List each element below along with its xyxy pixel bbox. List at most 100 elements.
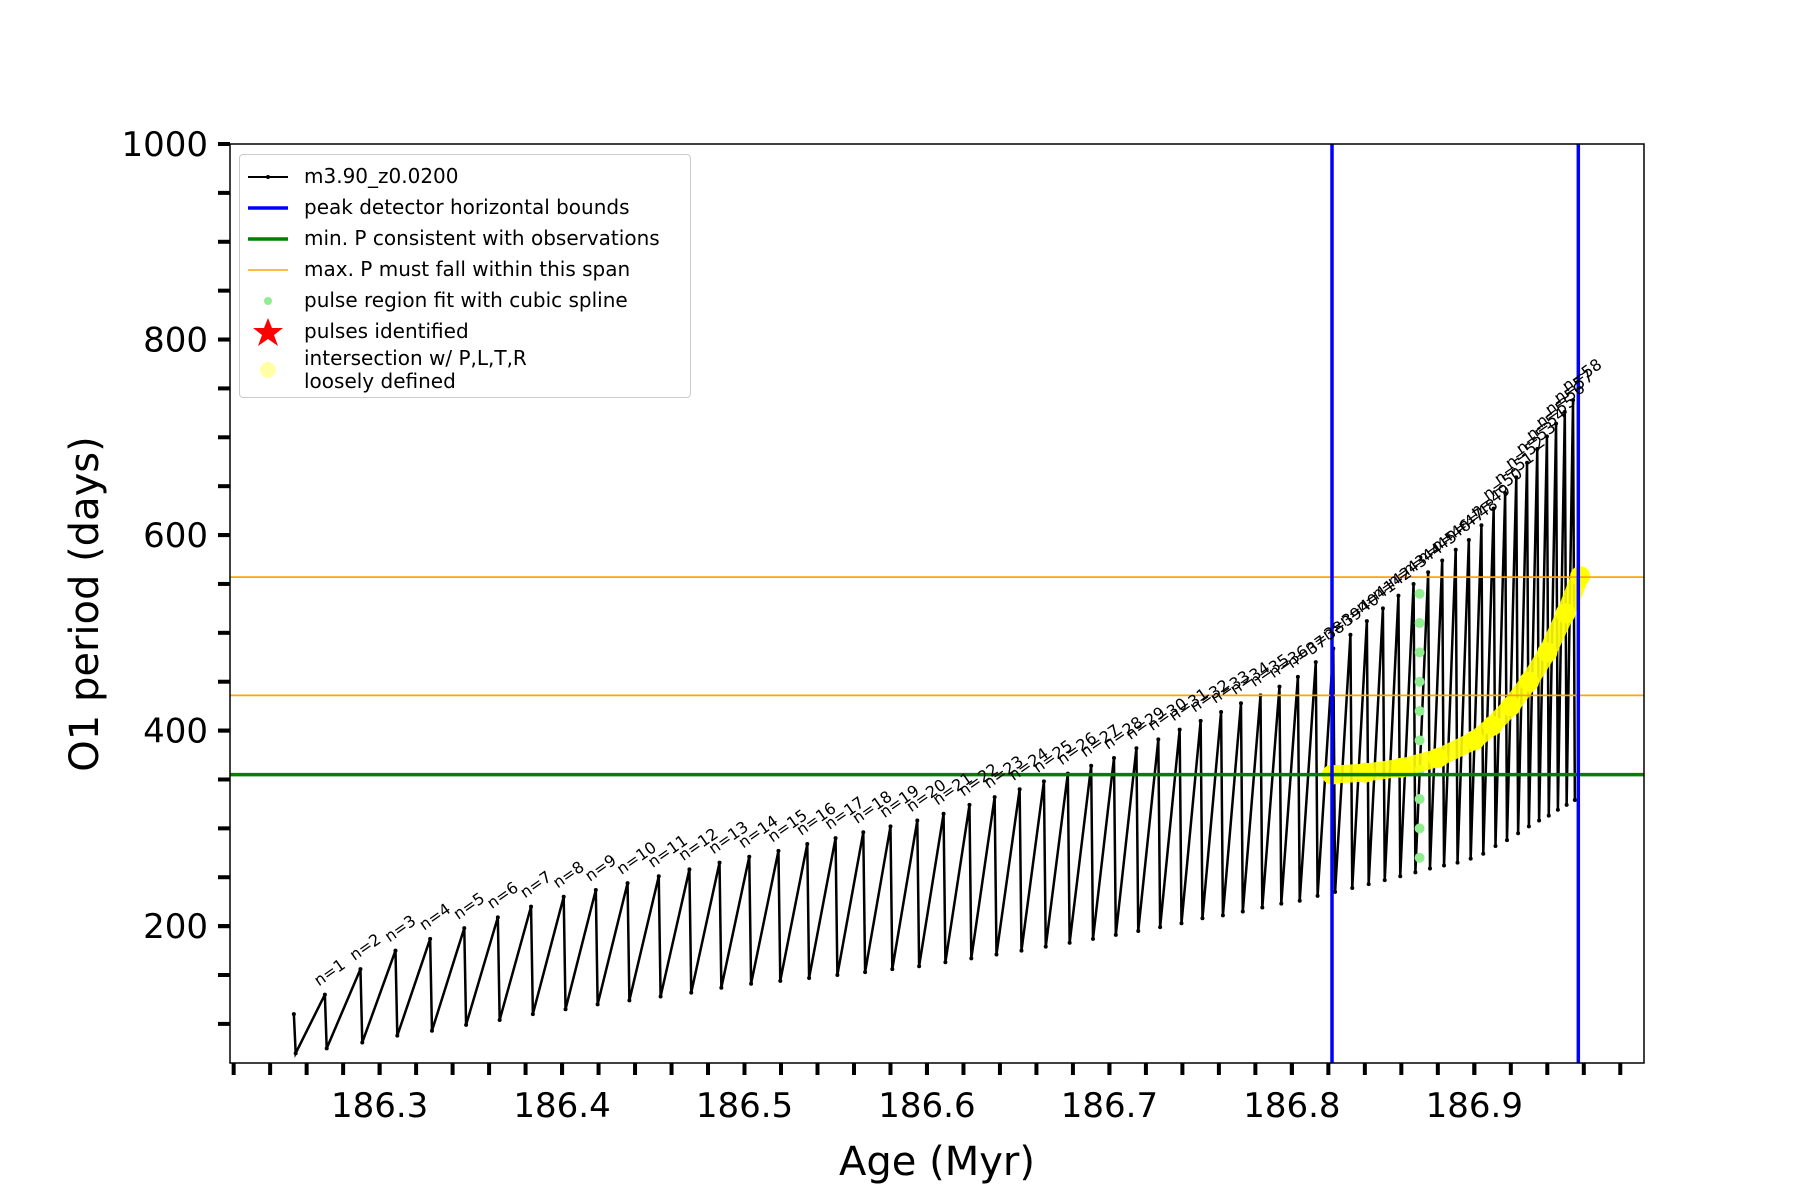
legend-label: max. P must fall within this span: [304, 257, 631, 281]
series-point: [1277, 684, 1282, 689]
series-point: [1200, 916, 1205, 921]
series-point: [1537, 818, 1542, 823]
series-point: [717, 860, 722, 865]
series-point: [1396, 593, 1401, 598]
intersection-point: [1354, 762, 1375, 783]
x-tick-label: 186.4: [513, 1086, 610, 1126]
series-point: [1295, 674, 1300, 679]
series-point: [807, 975, 812, 980]
legend-label: pulses identified: [304, 319, 469, 343]
series-point: [1364, 619, 1369, 624]
series-point: [1503, 491, 1508, 496]
series-point: [1504, 838, 1509, 843]
series-point: [1555, 807, 1560, 812]
series-point: [1177, 727, 1182, 732]
legend-handle: [264, 296, 272, 305]
spline-point: [1414, 735, 1425, 746]
spline-point: [1414, 794, 1425, 805]
legend-label: peak detector horizontal bounds: [304, 195, 630, 219]
spline-point: [1414, 823, 1425, 834]
series-point: [805, 842, 810, 847]
series-point: [1134, 746, 1139, 751]
intersection-point: [1500, 696, 1521, 717]
series-point: [561, 894, 566, 899]
series-point: [395, 1033, 400, 1038]
intersection-point: [1519, 671, 1540, 692]
series-point: [1413, 870, 1418, 875]
pulse-label: n=4: [416, 899, 455, 934]
series-point: [1453, 547, 1458, 552]
series-point: [495, 915, 500, 920]
series-point: [1297, 898, 1302, 903]
y-tick-label: 800: [143, 321, 208, 361]
series-point: [1111, 755, 1116, 760]
pulse-label: n=1: [310, 955, 349, 990]
series-point: [1426, 570, 1431, 575]
pulse-label: n=2: [346, 930, 385, 965]
series-point: [530, 1012, 535, 1017]
series-point: [943, 960, 948, 965]
series-point: [941, 811, 946, 816]
series-point: [462, 926, 467, 931]
series-point: [293, 1051, 298, 1056]
series-point: [1571, 398, 1576, 403]
legend-handle: [253, 317, 283, 346]
series-point: [1554, 421, 1559, 426]
plot-frame: [229, 143, 1645, 1064]
series-point: [1455, 860, 1460, 865]
series-point: [749, 981, 754, 986]
series-point: [593, 887, 598, 892]
series-point: [1468, 856, 1473, 861]
legend-handle: [248, 205, 288, 210]
series-point: [1043, 944, 1048, 949]
legend-swatch: [266, 174, 270, 179]
series-point: [890, 967, 895, 972]
series-point: [992, 795, 997, 800]
series-point: [687, 867, 692, 872]
spline-point: [1414, 647, 1425, 658]
series-point: [1017, 787, 1022, 792]
series-point: [969, 956, 974, 961]
series-point: [1481, 851, 1486, 856]
series-point: [1526, 824, 1531, 829]
legend-entry: pulse region fit with cubic spline: [240, 285, 690, 316]
legend-entry: peak detector horizontal bounds: [240, 192, 690, 223]
x-axis-label: Age (Myr): [839, 1139, 1035, 1185]
series-point: [967, 802, 972, 807]
series-point: [1546, 813, 1551, 818]
spline-point: [1414, 676, 1425, 687]
series-point: [1516, 831, 1521, 836]
series-point: [1089, 763, 1094, 768]
legend-entry: pulses identified: [240, 316, 690, 347]
series-point: [429, 1028, 434, 1033]
series-point: [915, 818, 920, 823]
series-point: [1572, 798, 1577, 803]
legend-entry: intersection w/ P,L,T,R loosely defined: [240, 347, 690, 393]
y-tick-label: 400: [143, 712, 208, 752]
series-point: [1041, 779, 1046, 784]
series-point: [1238, 701, 1243, 706]
series-point: [1398, 874, 1403, 879]
series-point: [1544, 434, 1549, 439]
intersection-point: [1427, 747, 1448, 768]
series-point: [1491, 506, 1496, 511]
series-point: [1220, 913, 1225, 918]
series-point: [656, 874, 661, 879]
series-point: [1313, 660, 1318, 665]
series-point: [689, 990, 694, 995]
series-point: [1260, 905, 1265, 910]
x-tick-label: 186.7: [1061, 1086, 1158, 1126]
series-point: [833, 836, 838, 841]
pulse-label: n=3: [381, 911, 420, 946]
series-point: [1366, 882, 1371, 887]
series-point: [1350, 885, 1355, 890]
legend-handle: [248, 268, 288, 271]
intersection-point: [1482, 715, 1503, 736]
series-point: [324, 1046, 329, 1051]
series-point: [1315, 893, 1320, 898]
series-point: [863, 970, 868, 975]
series-point: [1479, 523, 1484, 528]
series-point: [1113, 932, 1118, 937]
y-tick-label: 200: [143, 907, 208, 947]
